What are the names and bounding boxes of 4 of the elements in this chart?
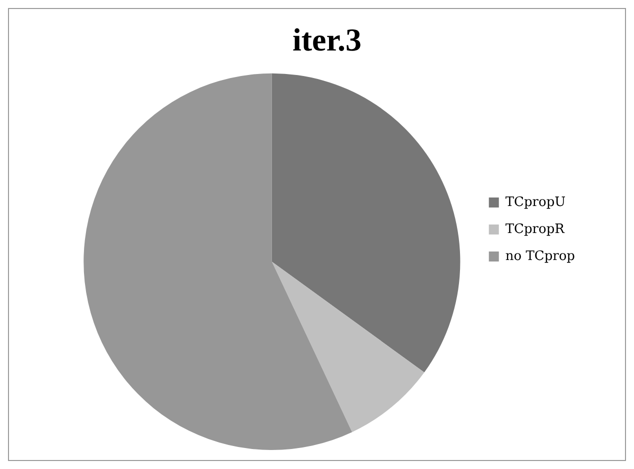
legend-label: TCpropU: [505, 194, 566, 210]
legend-label: no TCprop: [505, 248, 576, 264]
chart-title: iter.3: [292, 21, 362, 58]
legend-label: TCpropR: [505, 222, 566, 237]
